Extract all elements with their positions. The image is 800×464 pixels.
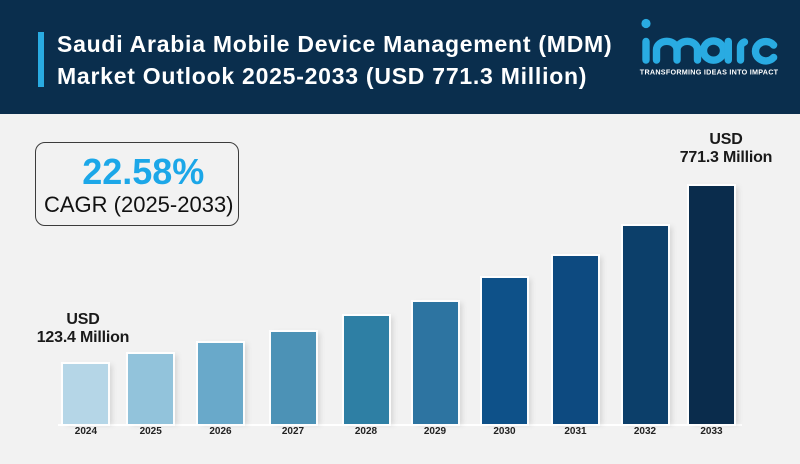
svg-text:TRANSFORMING IDEAS INTO IMPACT: TRANSFORMING IDEAS INTO IMPACT	[640, 67, 779, 76]
